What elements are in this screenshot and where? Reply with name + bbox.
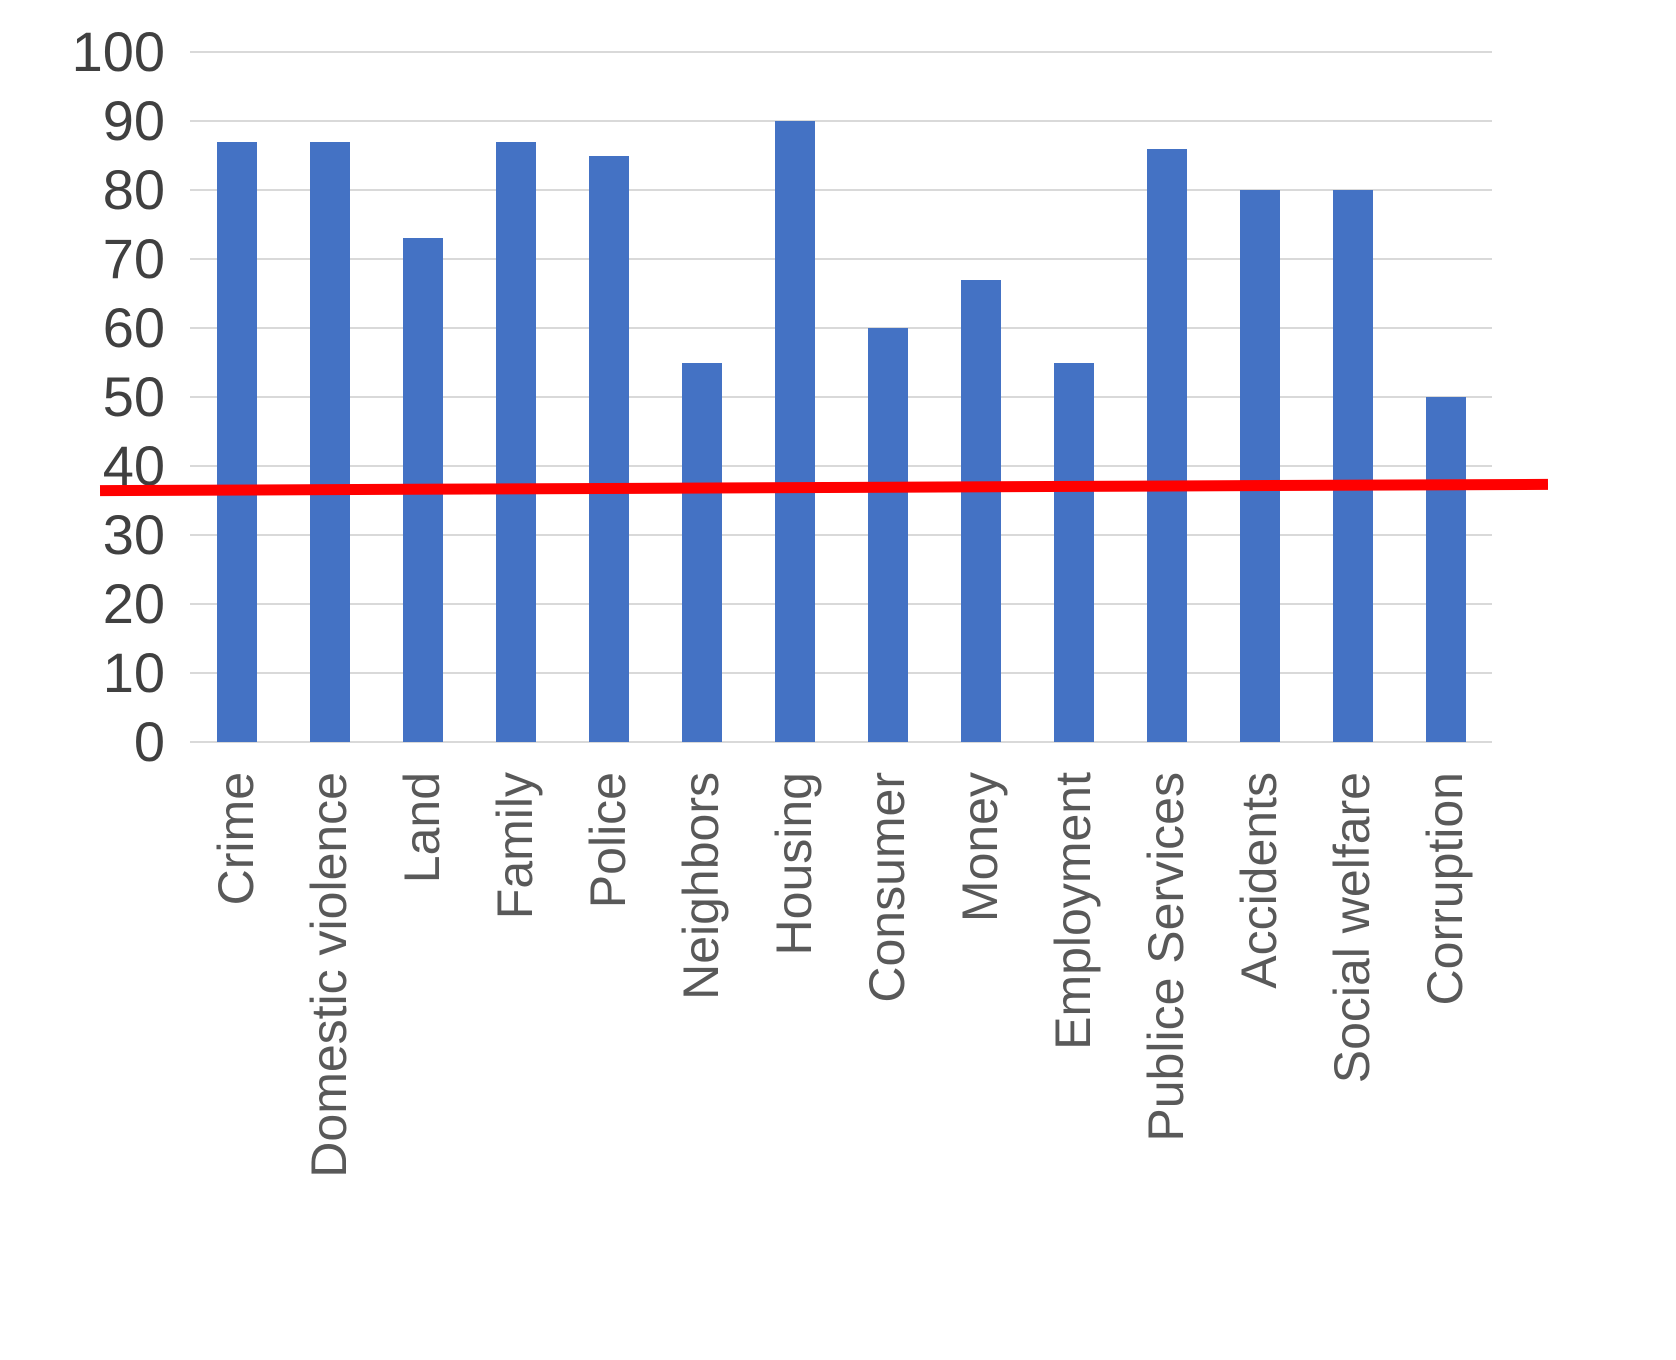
gridline	[190, 465, 1492, 467]
x-axis-category-label: Employment	[1044, 772, 1101, 1050]
gridline	[190, 120, 1492, 122]
x-axis-category-label: Neighbors	[672, 772, 729, 1000]
gridline	[190, 327, 1492, 329]
x-axis-category-label: Corruption	[1416, 772, 1473, 1006]
x-axis-category-label: Land	[393, 772, 450, 884]
y-axis-tick-label: 60	[102, 296, 165, 359]
x-axis-category-label: Accidents	[1230, 772, 1287, 989]
y-axis-tick-label: 70	[102, 227, 165, 290]
gridline	[190, 258, 1492, 260]
bar	[774, 121, 815, 742]
y-axis-tick-label: 100	[71, 20, 165, 83]
gridline	[190, 672, 1492, 674]
gridline	[190, 51, 1492, 53]
y-axis-tick-label: 90	[102, 89, 165, 152]
bar	[1332, 190, 1373, 742]
y-axis-tick-label: 0	[133, 710, 165, 773]
y-axis-tick-label: 30	[102, 503, 165, 566]
x-axis-category-label: Housing	[765, 772, 822, 956]
bar	[1146, 148, 1187, 742]
gridline	[190, 741, 1492, 743]
x-axis-category-label: Social welfare	[1323, 772, 1380, 1084]
gridline	[190, 603, 1492, 605]
y-axis-tick-label: 80	[102, 158, 165, 221]
x-axis-category-label: Consumer	[858, 772, 915, 1003]
y-axis-tick-label: 20	[102, 572, 165, 635]
gridline	[190, 189, 1492, 191]
bar	[1425, 397, 1466, 742]
x-axis-category-label: Crime	[207, 772, 264, 906]
gridline	[190, 396, 1492, 398]
bar	[588, 155, 629, 742]
y-axis-tick-label: 10	[102, 641, 165, 704]
bar	[495, 141, 536, 742]
bar	[1239, 190, 1280, 742]
bar	[216, 141, 257, 742]
bar	[309, 141, 350, 742]
bar	[1053, 362, 1094, 742]
x-axis-category-label: Domestic violence	[300, 772, 357, 1178]
gridline	[190, 534, 1492, 536]
bar	[867, 328, 908, 742]
y-axis-tick-label: 50	[102, 365, 165, 428]
x-axis-category-label: Money	[951, 772, 1008, 923]
x-axis-category-label: Police	[579, 772, 636, 909]
bar	[960, 279, 1001, 742]
x-axis-category-label: Family	[486, 772, 543, 920]
bar	[681, 362, 722, 742]
x-axis-category-label: Publice Services	[1137, 772, 1194, 1142]
